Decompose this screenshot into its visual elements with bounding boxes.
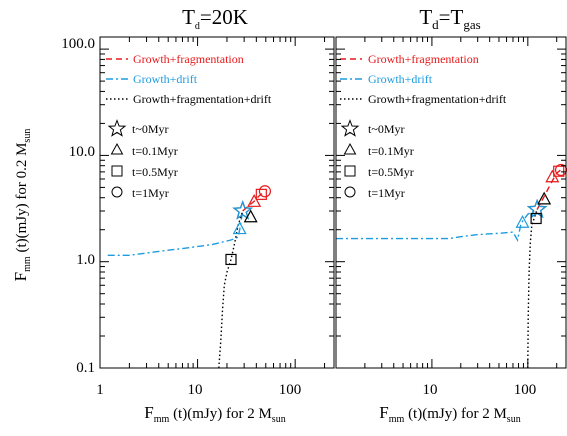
right-legend: Growth+fragmentation Growth+drift Growth… bbox=[340, 52, 507, 200]
panel-frame bbox=[99, 36, 335, 369]
left-x-axis-label: Fmm (t)(mJy) for 2 Msun bbox=[144, 403, 285, 425]
y-tick-label: 10.0 bbox=[69, 144, 95, 160]
series-line-2 bbox=[218, 210, 244, 369]
marker-triangle-2 bbox=[247, 194, 262, 207]
legend-star-icon bbox=[107, 119, 127, 137]
legend-star-icon bbox=[340, 119, 360, 137]
legend-triangle-icon bbox=[343, 142, 357, 155]
legend-label-t01: t=0.1Myr bbox=[368, 144, 414, 158]
legend-label-t01: t=0.1Myr bbox=[132, 144, 178, 158]
series-line-0 bbox=[536, 169, 562, 210]
left-legend: Growth+fragmentation Growth+drift Growth… bbox=[106, 52, 272, 200]
x-tick-label: 100 bbox=[279, 382, 302, 398]
legend-label-growth-fragmentation: Growth+fragmentation bbox=[368, 52, 479, 66]
marker-triangle-3 bbox=[537, 191, 552, 205]
marker-square-5 bbox=[553, 165, 565, 177]
legend-label-growth-fragmentation-drift: Growth+fragmentation+drift bbox=[133, 92, 272, 106]
y-tick-labels: 0.1 1.0 10.0 100.0 bbox=[61, 36, 95, 376]
legend-label-growth-fragmentation-drift: Growth+fragmentation+drift bbox=[368, 92, 507, 106]
y-axis-label: Fmm (t)(mJy) for 0.2 Msun bbox=[11, 129, 33, 282]
legend-label-growth-fragmentation: Growth+fragmentation bbox=[133, 52, 244, 66]
legend-label-t1: t=1Myr bbox=[368, 186, 405, 200]
legend-label-t1: t=1Myr bbox=[132, 186, 169, 200]
marker-square-5 bbox=[255, 188, 267, 200]
series-line-1 bbox=[336, 208, 538, 242]
x-tick-labels: 1 10 100 10 100 bbox=[96, 382, 536, 398]
legend-square-icon bbox=[344, 165, 356, 177]
y-tick-label: 100.0 bbox=[61, 36, 95, 52]
right-panel-title: Td=Tgas bbox=[419, 5, 480, 32]
legend-label-t05: t=0.5Myr bbox=[132, 165, 178, 179]
y-tick-label: 1.0 bbox=[76, 252, 95, 268]
marker-square-6 bbox=[530, 212, 542, 225]
legend-label-growth-drift: Growth+drift bbox=[368, 72, 433, 86]
legend-triangle-icon bbox=[110, 142, 124, 155]
axes bbox=[99, 36, 567, 369]
panel-frame bbox=[335, 36, 567, 369]
marker-star-1 bbox=[232, 200, 253, 220]
legend-circle-icon bbox=[111, 186, 123, 198]
marker-triangle-4 bbox=[515, 215, 530, 228]
marker-circle-7 bbox=[258, 185, 272, 198]
series-line-1 bbox=[107, 210, 244, 256]
y-tick-label: 0.1 bbox=[76, 360, 95, 376]
x-tick-label: 10 bbox=[188, 382, 203, 398]
x-tick-label: 1 bbox=[96, 382, 104, 398]
left-panel-title: Td=20K bbox=[182, 5, 248, 32]
marker-triangle-3 bbox=[243, 209, 258, 223]
marker-square-6 bbox=[225, 253, 237, 266]
right-panel-plot bbox=[336, 163, 567, 369]
x-tick-label: 10 bbox=[423, 382, 438, 398]
legend-label-t0: t~0Myr bbox=[368, 122, 405, 136]
marker-triangle-4 bbox=[232, 221, 247, 235]
series-line-2 bbox=[527, 209, 538, 369]
right-x-axis-label: Fmm (t)(mJy) for 2 Msun bbox=[379, 403, 520, 425]
legend-label-growth-drift: Growth+drift bbox=[133, 72, 198, 86]
x-tick-label: 100 bbox=[514, 382, 537, 398]
left-panel-plot bbox=[107, 185, 272, 369]
legend-label-t05: t=0.5Myr bbox=[368, 165, 414, 179]
legend-circle-icon bbox=[344, 186, 356, 198]
legend-square-icon bbox=[111, 165, 123, 177]
legend-label-t0: t~0Myr bbox=[132, 122, 169, 136]
